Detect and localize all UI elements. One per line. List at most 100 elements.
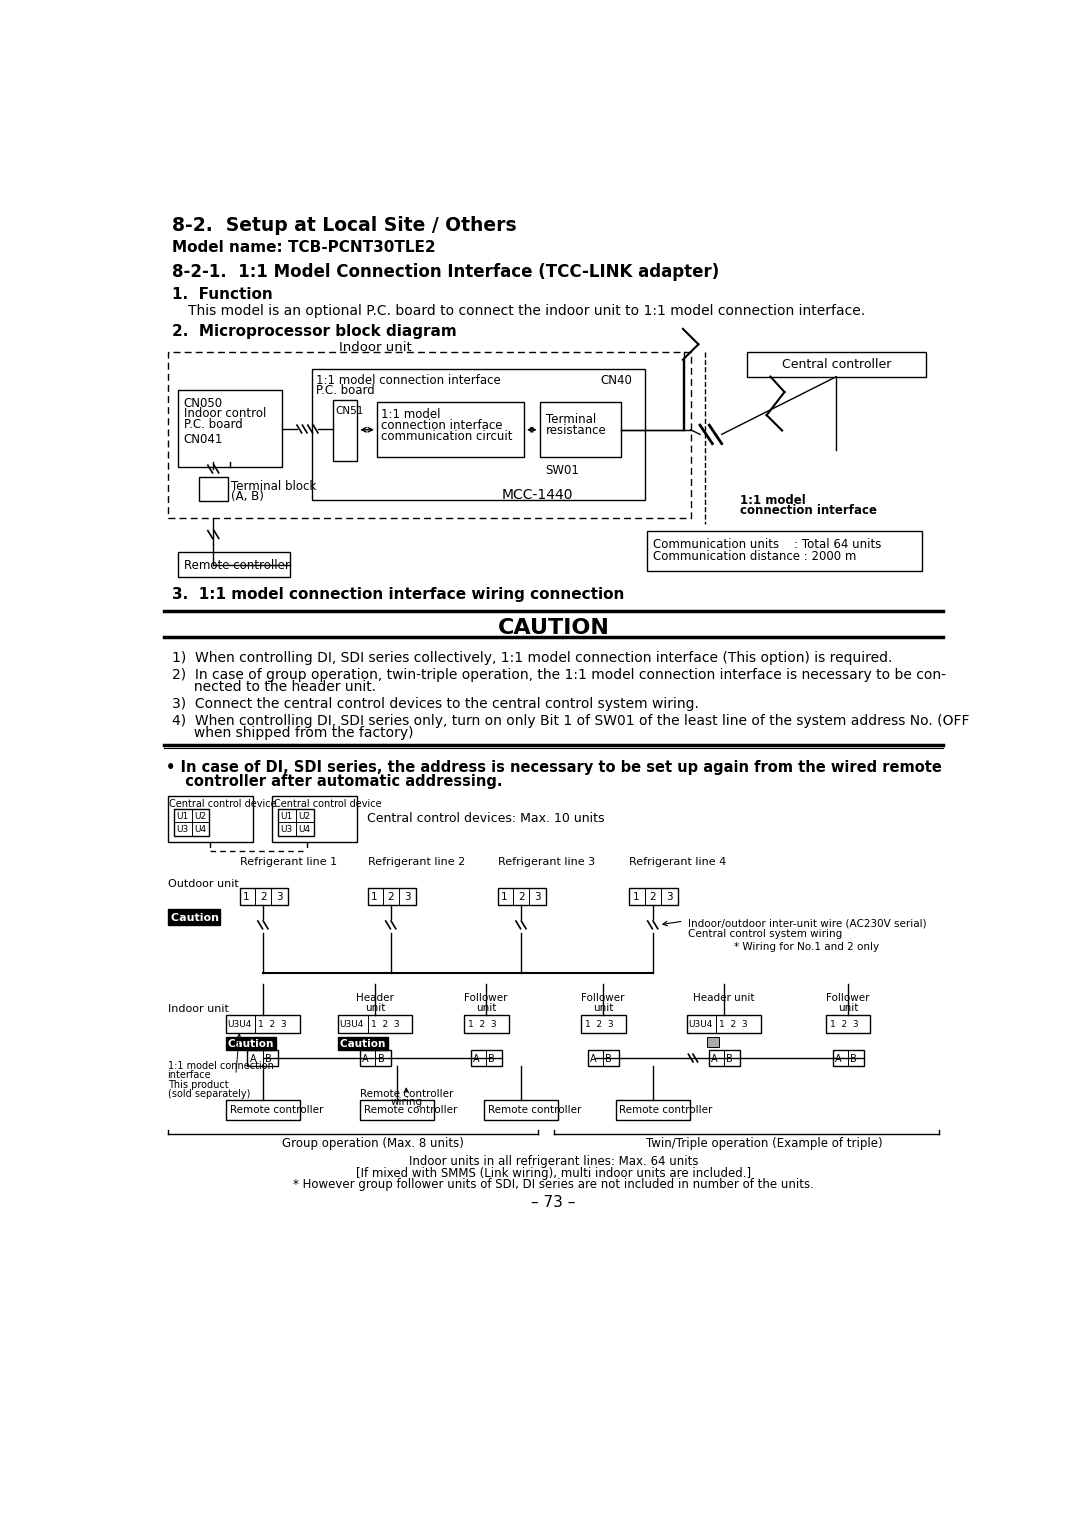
- Text: • In case of DI, SDI series, the address is necessary to be set up again from th: • In case of DI, SDI series, the address…: [166, 759, 942, 775]
- Text: 1)  When controlling DI, SDI series collectively, 1:1 model connection interface: 1) When controlling DI, SDI series colle…: [172, 651, 892, 665]
- Text: CAUTION: CAUTION: [498, 619, 609, 639]
- Text: Communication units    : Total 64 units: Communication units : Total 64 units: [652, 538, 881, 550]
- Text: unit: unit: [838, 1002, 859, 1013]
- Text: This product: This product: [167, 1080, 228, 1089]
- Text: 1: 1: [370, 892, 377, 902]
- Text: CN40: CN40: [600, 373, 632, 387]
- Text: U2: U2: [298, 813, 311, 822]
- Text: controller after automatic addressing.: controller after automatic addressing.: [175, 775, 503, 788]
- Bar: [825, 1015, 870, 1033]
- Text: Refrigerant line 4: Refrigerant line 4: [630, 857, 727, 866]
- Text: B: B: [606, 1054, 612, 1063]
- Text: 1:1 model connection: 1:1 model connection: [167, 1060, 273, 1071]
- Text: communication circuit: communication circuit: [381, 429, 513, 443]
- Text: unit: unit: [593, 1002, 613, 1013]
- Bar: [588, 1050, 619, 1067]
- Text: CN51: CN51: [335, 406, 363, 416]
- Text: B: B: [266, 1054, 272, 1063]
- Text: Communication distance : 2000 m: Communication distance : 2000 m: [652, 550, 856, 562]
- Bar: [177, 552, 291, 578]
- Text: U3U4: U3U4: [339, 1019, 364, 1028]
- Text: Indoor control: Indoor control: [184, 408, 266, 420]
- Text: 2: 2: [260, 892, 267, 902]
- Text: 1:1 model connection interface: 1:1 model connection interface: [315, 373, 500, 387]
- Text: U4: U4: [298, 825, 311, 834]
- Text: B: B: [850, 1054, 858, 1063]
- Text: A: A: [590, 1054, 596, 1063]
- Text: 3)  Connect the central control devices to the central control system wiring.: 3) Connect the central control devices t…: [172, 697, 699, 711]
- Text: A: A: [835, 1054, 841, 1063]
- Text: Terminal block: Terminal block: [231, 480, 316, 494]
- Text: 1  2  3: 1 2 3: [719, 1019, 748, 1028]
- Bar: [581, 1015, 625, 1033]
- Bar: [367, 888, 416, 905]
- Text: CN050: CN050: [184, 397, 222, 410]
- Bar: [540, 402, 621, 457]
- Bar: [312, 368, 645, 500]
- Text: [If mixed with SMMS (Link wiring), multi indoor units are included.]: [If mixed with SMMS (Link wiring), multi…: [356, 1167, 751, 1181]
- Bar: [333, 400, 357, 461]
- Text: wiring: wiring: [390, 1097, 422, 1108]
- Text: Refrigerant line 2: Refrigerant line 2: [367, 857, 464, 866]
- Bar: [272, 796, 357, 842]
- Text: Follower: Follower: [464, 993, 508, 1004]
- Text: Outdoor unit: Outdoor unit: [167, 879, 239, 889]
- Bar: [174, 810, 210, 836]
- Text: 2.  Microprocessor block diagram: 2. Microprocessor block diagram: [172, 324, 457, 339]
- Text: 2: 2: [649, 892, 657, 902]
- Bar: [199, 477, 228, 501]
- Bar: [247, 1050, 279, 1067]
- Bar: [177, 391, 282, 468]
- Text: Twin/Triple operation (Example of triple): Twin/Triple operation (Example of triple…: [647, 1137, 883, 1151]
- Bar: [226, 1100, 300, 1120]
- Bar: [630, 888, 677, 905]
- Bar: [687, 1015, 761, 1033]
- Text: 2: 2: [517, 892, 525, 902]
- Text: * Wiring for No.1 and 2 only: * Wiring for No.1 and 2 only: [734, 941, 879, 952]
- Text: connection interface: connection interface: [740, 504, 877, 518]
- Text: 3.  1:1 model connection interface wiring connection: 3. 1:1 model connection interface wiring…: [172, 587, 624, 602]
- Text: B: B: [378, 1054, 384, 1063]
- Text: 1  2  3: 1 2 3: [831, 1019, 859, 1028]
- Bar: [484, 1100, 558, 1120]
- Text: U3: U3: [281, 825, 293, 834]
- Bar: [498, 888, 545, 905]
- Text: Remote controller: Remote controller: [230, 1105, 323, 1115]
- Bar: [167, 909, 220, 924]
- Text: Header unit: Header unit: [693, 993, 755, 1004]
- Text: U3U4: U3U4: [688, 1019, 713, 1028]
- Text: SW01: SW01: [545, 463, 580, 477]
- Bar: [833, 1050, 864, 1067]
- Text: Follower: Follower: [826, 993, 869, 1004]
- Bar: [226, 1036, 276, 1050]
- Bar: [377, 402, 524, 457]
- Text: Central controller: Central controller: [782, 358, 891, 371]
- Text: Central control device: Central control device: [273, 799, 381, 808]
- Text: CN041: CN041: [184, 432, 224, 446]
- Text: Caution 2: Caution 2: [340, 1039, 396, 1048]
- Bar: [360, 1050, 391, 1067]
- Text: Remote controller: Remote controller: [488, 1105, 581, 1115]
- Bar: [707, 1036, 719, 1047]
- Bar: [338, 1036, 389, 1050]
- Text: 8-2.  Setup at Local Site / Others: 8-2. Setup at Local Site / Others: [172, 215, 517, 235]
- Text: Remote controller: Remote controller: [619, 1105, 713, 1115]
- Text: 1  2  3: 1 2 3: [469, 1019, 497, 1028]
- Text: MCC-1440: MCC-1440: [501, 487, 573, 501]
- Text: 1  2  3: 1 2 3: [258, 1019, 287, 1028]
- Text: Model name: TCB-PCNT30TLE2: Model name: TCB-PCNT30TLE2: [172, 240, 436, 255]
- Text: U2: U2: [194, 813, 206, 822]
- Text: Indoor units in all refrigerant lines: Max. 64 units: Indoor units in all refrigerant lines: M…: [408, 1155, 699, 1167]
- Bar: [747, 351, 926, 376]
- Text: U4: U4: [194, 825, 206, 834]
- Text: 1:1 model: 1:1 model: [740, 495, 806, 507]
- Bar: [471, 1050, 501, 1067]
- Text: U3U4: U3U4: [227, 1019, 252, 1028]
- Text: resistance: resistance: [545, 423, 607, 437]
- Text: U1: U1: [281, 813, 293, 822]
- Text: 1:1 model: 1:1 model: [381, 408, 441, 422]
- Bar: [240, 888, 287, 905]
- Text: Remote controller: Remote controller: [364, 1105, 457, 1115]
- Text: P.C. board: P.C. board: [315, 384, 375, 397]
- Text: A: A: [249, 1054, 256, 1063]
